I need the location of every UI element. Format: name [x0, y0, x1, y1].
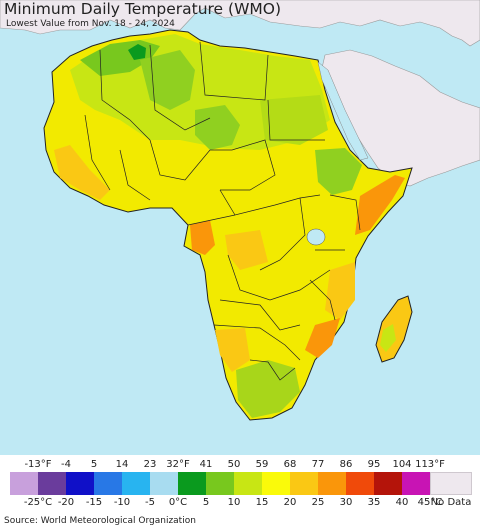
legend-celsius-label: 15	[255, 497, 269, 508]
legend-celsius-label: 10	[227, 497, 241, 508]
legend-fahrenheit-label: 77	[311, 459, 325, 470]
legend-celsius-label: 0°C	[168, 497, 188, 508]
country-borders	[84, 41, 361, 381]
legend-celsius-label: -20	[57, 497, 75, 508]
legend-celsius-label: -5	[145, 497, 155, 508]
south-africa-green	[236, 360, 300, 418]
legend-celsius-label: 20	[283, 497, 297, 508]
legend-celsius-label: 40	[395, 497, 409, 508]
legend-swatch	[94, 472, 122, 495]
legend-celsius-label: 35	[367, 497, 381, 508]
lake-victoria	[306, 228, 326, 246]
legend-fahrenheit-label: -13°F	[24, 459, 52, 470]
no-data-label: No Data	[430, 497, 472, 508]
red-sea	[317, 61, 369, 161]
legend-swatch	[206, 472, 234, 495]
legend-swatch	[38, 472, 66, 495]
madagascar-landmass	[375, 295, 413, 363]
legend-celsius-label: -25°C	[23, 497, 53, 508]
legend-fahrenheit-label: -4	[61, 459, 71, 470]
legend-fahrenheit-label: 104	[392, 459, 412, 470]
legend-celsius-label: 25	[311, 497, 325, 508]
legend-swatch	[150, 472, 178, 495]
legend-fahrenheit-label: 32°F	[166, 459, 190, 470]
legend-swatch	[178, 472, 206, 495]
source-credit: Source: World Meteorological Organizatio…	[4, 516, 196, 526]
chad-green-region	[195, 105, 240, 150]
legend-swatch	[318, 472, 346, 495]
legend-swatch	[290, 472, 318, 495]
map-subtitle: Lowest Value from Nov. 18 - 24, 2024	[6, 19, 175, 29]
legend-swatch	[234, 472, 262, 495]
legend-swatch	[346, 472, 374, 495]
legend-swatch	[374, 472, 402, 495]
map-area: Minimum Daily Temperature (WMO) Lowest V…	[0, 0, 480, 455]
legend-swatch	[66, 472, 94, 495]
map-title: Minimum Daily Temperature (WMO)	[4, 0, 282, 18]
no-data-swatch	[430, 472, 472, 495]
legend-fahrenheit-label: 50	[227, 459, 241, 470]
legend-fahrenheit-label: 59	[255, 459, 269, 470]
legend-fahrenheit-label: 23	[143, 459, 157, 470]
legend-fahrenheit-label: 68	[283, 459, 297, 470]
namibia-orange	[215, 328, 250, 372]
legend-fahrenheit-label: 14	[115, 459, 129, 470]
legend-swatch	[262, 472, 290, 495]
tanzania-orange	[325, 262, 355, 320]
legend-fahrenheit-label: 41	[199, 459, 213, 470]
atlas-dark-green	[128, 44, 146, 60]
legend-fahrenheit-label: 86	[339, 459, 353, 470]
somalia-orange	[355, 175, 405, 235]
legend-celsius-label: 45°C	[417, 497, 443, 508]
legend-fahrenheit-label: 5	[90, 459, 98, 470]
legend-celsius-label: 30	[339, 497, 353, 508]
legend-swatch	[402, 472, 430, 495]
africa-temperature-map	[0, 0, 480, 421]
legend-fahrenheit-label: 95	[367, 459, 381, 470]
legend-celsius-label: -15	[85, 497, 103, 508]
mozambique-orange	[305, 318, 340, 358]
legend-fahrenheit-label: 113°F	[415, 459, 445, 470]
sudan-green-region	[260, 95, 328, 145]
europe-landmass	[0, 0, 480, 47]
legend-swatch	[122, 472, 150, 495]
legend-swatch	[10, 472, 38, 495]
west-coast-orange	[54, 145, 110, 200]
legend-celsius-label: 5	[202, 497, 210, 508]
ethiopia-green-region	[315, 148, 362, 195]
madagascar-green	[380, 324, 396, 352]
gabon-orange	[190, 220, 215, 255]
legend-celsius-label: -10	[113, 497, 131, 508]
congo-orange	[225, 230, 268, 270]
